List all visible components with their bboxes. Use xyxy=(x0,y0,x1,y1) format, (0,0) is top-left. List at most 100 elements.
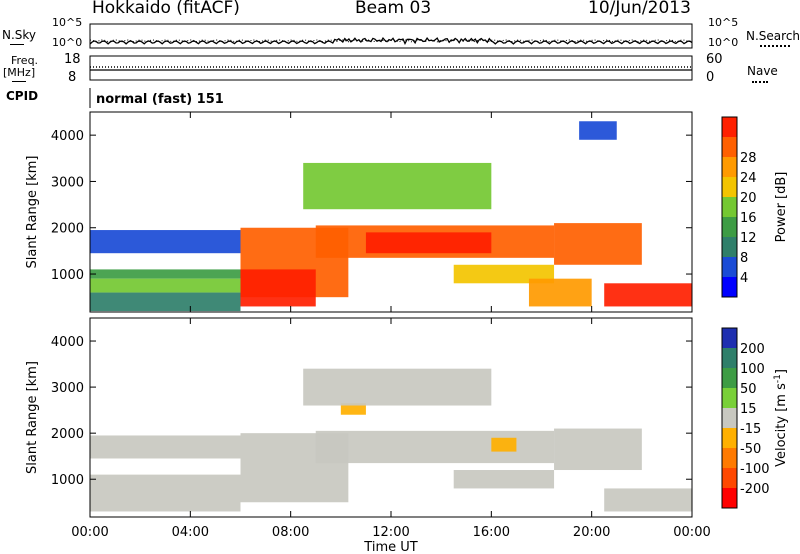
power-region xyxy=(365,232,492,254)
ylabel-power: Slant Range [km] xyxy=(25,156,40,269)
cpid-label: CPID xyxy=(6,89,39,103)
colorbar-tick: 28 xyxy=(740,151,757,166)
velocity-region xyxy=(340,403,366,415)
colorbar-swatch xyxy=(722,388,737,408)
colorbar-tick: 4 xyxy=(740,271,748,286)
ytick-label: 4000 xyxy=(51,129,84,144)
colorbar-tick: 12 xyxy=(740,231,757,246)
xtick-label: 16:00 xyxy=(473,525,510,540)
noise-tick-top-right: 10^5 xyxy=(708,16,739,29)
colorbar-label-velocity: Velocity [m s-1] xyxy=(773,369,789,467)
noise-panel-frame xyxy=(89,23,693,49)
station-title: Hokkaido (fitACF) xyxy=(92,0,240,18)
ytick-label: 4000 xyxy=(51,335,84,350)
nsky-trace xyxy=(89,36,693,46)
velocity-region xyxy=(491,437,517,452)
colorbar-tick: 50 xyxy=(740,382,757,397)
xtick-label: 08:00 xyxy=(272,525,309,540)
power-region xyxy=(90,292,241,312)
velocity-region xyxy=(315,430,555,464)
colorbar-swatch xyxy=(722,217,737,237)
noise-tick-bottom-left: 10^0 xyxy=(52,36,83,49)
freq-panel-frame xyxy=(89,55,693,81)
xlabel: Time UT xyxy=(363,540,417,554)
power-region xyxy=(604,283,692,307)
velocity-region xyxy=(303,368,492,406)
xtick-label: 00:00 xyxy=(673,525,710,540)
colorbar-swatch xyxy=(722,277,737,297)
power-region xyxy=(90,269,241,279)
colorbar-swatch xyxy=(722,177,737,197)
noise-tick-top-left: 10^5 xyxy=(52,16,83,29)
power-region xyxy=(303,162,492,210)
colorbar-swatch xyxy=(722,488,737,508)
colorbar-swatch xyxy=(722,197,737,217)
colorbar-swatch xyxy=(722,448,737,468)
colorbar-tick: -15 xyxy=(740,422,761,437)
colorbar-swatch xyxy=(722,157,737,177)
date-title: 10/Jun/2013 xyxy=(588,0,691,18)
colorbar-swatch xyxy=(722,348,737,368)
nave-label: Nave xyxy=(747,64,778,78)
freq-tick-bottom: 8 xyxy=(68,70,77,85)
freq-legend-line xyxy=(12,81,26,82)
velocity-region xyxy=(453,470,555,489)
power-region xyxy=(90,230,241,254)
ytick-label: 3000 xyxy=(51,175,84,190)
velocity-region xyxy=(554,428,642,471)
nsearch-label: N.Search xyxy=(746,29,800,43)
colorbar-swatch xyxy=(722,257,737,277)
nave-tick-bottom: 0 xyxy=(706,70,715,85)
xtick-label: 00:00 xyxy=(71,525,108,540)
colorbar-tick: 15 xyxy=(740,402,757,417)
colorbar-tick: -200 xyxy=(740,482,770,497)
colorbar-frame xyxy=(721,327,738,509)
colorbar-tick: 16 xyxy=(740,211,757,226)
velocity-region xyxy=(90,474,241,512)
power-region xyxy=(240,269,316,307)
nsearch-trace xyxy=(89,39,693,43)
xtick-label: 04:00 xyxy=(172,525,209,540)
velocity-region xyxy=(604,488,692,512)
colorbar-tick: -50 xyxy=(740,442,761,457)
power-region xyxy=(90,278,241,293)
ylabel-velocity: Slant Range [km] xyxy=(25,361,40,474)
cpid-text: normal (fast) 151 xyxy=(96,92,224,107)
colorbar-tick: 8 xyxy=(740,251,748,266)
power-region xyxy=(579,121,617,140)
colorbar-tick: 20 xyxy=(740,191,757,206)
freq-tick-top: 18 xyxy=(64,52,81,67)
colorbar-frame xyxy=(721,116,738,298)
nave-legend-line xyxy=(752,81,768,83)
xtick-label: 12:00 xyxy=(372,525,409,540)
colorbar-swatch xyxy=(722,368,737,388)
colorbar-tick: 24 xyxy=(740,171,757,186)
colorbar-swatch xyxy=(722,117,737,137)
colorbar-swatch xyxy=(722,408,737,428)
nsearch-legend-line xyxy=(760,45,790,47)
velocity-region xyxy=(90,435,241,459)
colorbar-swatch xyxy=(722,328,737,348)
ytick-label: 2000 xyxy=(51,427,84,442)
colorbar-tick: -100 xyxy=(740,462,770,477)
power-region xyxy=(554,223,642,265)
ytick-label: 1000 xyxy=(51,473,84,488)
nsky-legend-line xyxy=(10,44,24,45)
ytick-label: 2000 xyxy=(51,222,84,237)
colorbar-label-power: Power [dB] xyxy=(774,172,789,243)
ytick-label: 1000 xyxy=(51,268,84,283)
freq-label: Freq. xyxy=(11,54,39,67)
colorbar-tick: 200 xyxy=(740,342,765,357)
colorbar-swatch xyxy=(722,428,737,448)
beam-title: Beam 03 xyxy=(355,0,432,18)
nave-tick-top: 60 xyxy=(706,52,723,67)
colorbar-tick: 100 xyxy=(740,362,765,377)
noise-tick-bottom-right: 10^0 xyxy=(708,36,739,49)
colorbar-swatch xyxy=(722,137,737,157)
colorbar-swatch xyxy=(722,237,737,257)
nsky-label: N.Sky xyxy=(2,28,37,42)
ytick-label: 3000 xyxy=(51,381,84,396)
freq-unit-label: [MHz] xyxy=(3,66,36,79)
power-region xyxy=(528,278,592,307)
